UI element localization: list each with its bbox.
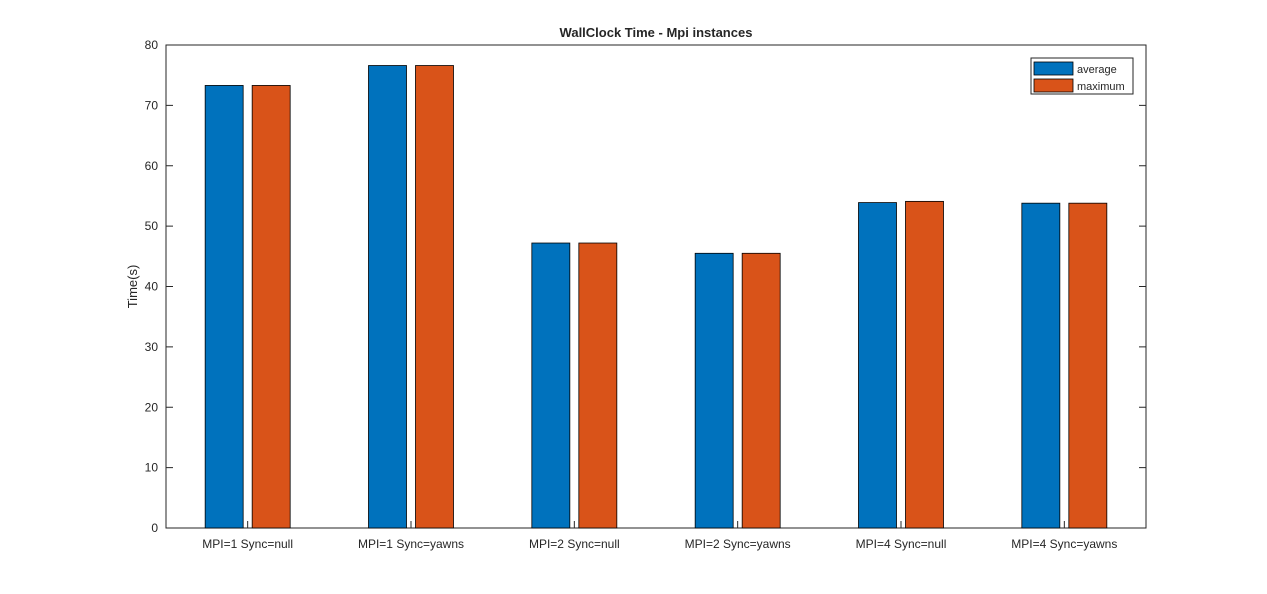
y-tick-label: 30 [145,340,159,354]
x-tick-label: MPI=2 Sync=null [529,537,620,551]
y-tick-label: 70 [145,98,159,112]
y-tick-label: 20 [145,400,159,414]
y-axis-label: Time(s) [125,265,140,309]
x-tick-label: MPI=2 Sync=yawns [685,537,791,551]
y-tick-label: 40 [145,280,159,294]
y-tick-label: 80 [145,38,159,52]
y-tick-label: 60 [145,159,159,173]
bar-maximum [741,252,781,529]
x-tick-label: MPI=4 Sync=null [856,537,947,551]
legend: average maximum [1030,57,1134,95]
chart-title: WallClock Time - Mpi instances [560,25,753,40]
y-tick-label: 10 [145,461,159,475]
x-axis-ticks: MPI=1 Sync=null MPI=1 Sync=yawns MPI=2 Syn… [202,521,1117,551]
x-tick-label: MPI=1 Sync=yawns [358,537,464,551]
bar-average [694,252,734,529]
y-tick-label: 0 [151,521,158,535]
bar-maximum [415,65,454,529]
legend-swatch-maximum [1033,78,1074,93]
bar-average [858,202,897,529]
bar-maximum [578,242,618,529]
bar-maximum [1068,202,1108,529]
bar-average [1021,202,1061,529]
x-tick-label: MPI=1 Sync=null [202,537,293,551]
plot-frame [165,44,1147,529]
y-tick-label: 50 [145,219,159,233]
bar-average [204,85,244,529]
bar-maximum [905,200,944,529]
bars [204,65,1108,529]
x-tick-label: MPI=4 Sync=yawns [1011,537,1117,551]
bar-average [368,65,407,529]
legend-swatch-average [1033,61,1074,76]
bar-maximum [251,85,291,529]
legend-label-maximum: maximum [1077,81,1125,93]
bar-average [531,242,571,529]
legend-label-average: average [1077,64,1117,76]
y-axis-ticks: 0 10 20 30 40 50 60 70 80 [145,38,1146,535]
plot-area [165,44,1147,529]
